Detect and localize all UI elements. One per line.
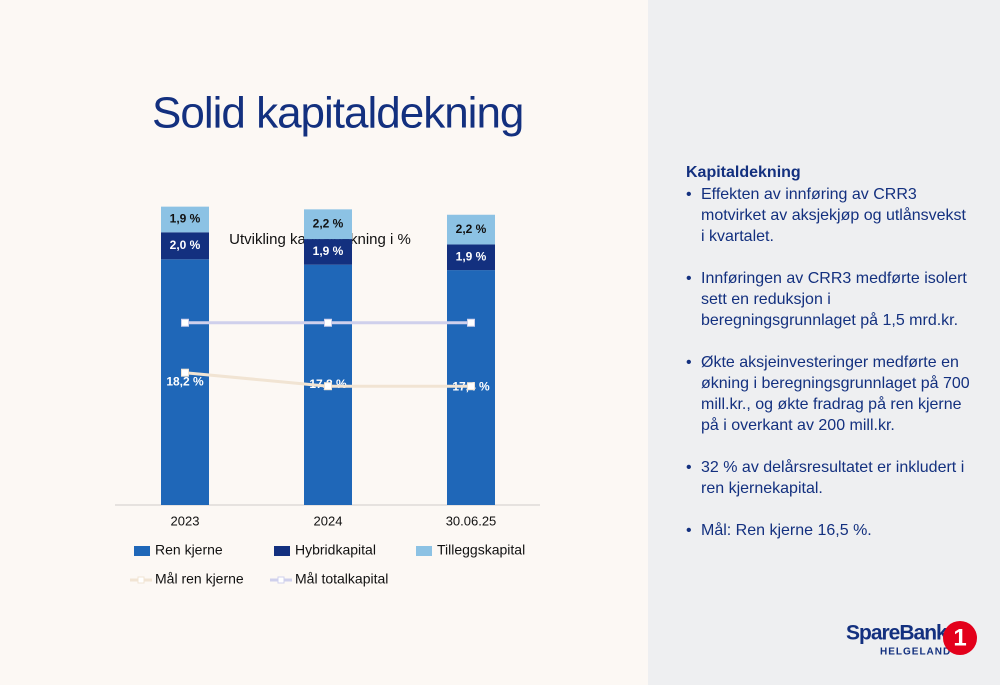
logo-mark: 1 (953, 624, 966, 651)
legend-label: Hybridkapital (295, 542, 376, 558)
bar-segment (447, 244, 495, 271)
panel-heading: Kapitaldekning (686, 164, 801, 181)
logo-name: SpareBank (846, 622, 948, 645)
bar-segment (161, 206, 209, 233)
x-tick-label: 2024 (314, 513, 343, 528)
legend-label: Mål ren kjerne (155, 571, 244, 587)
bullet: Effekten av innføring av CRR3 motvirket … (686, 184, 973, 247)
bar-segment (161, 259, 209, 505)
logo-circle (943, 621, 977, 655)
bullet: Mål: Ren kjerne 16,5 %. (686, 520, 973, 541)
legend-swatch (134, 546, 150, 556)
legend-label: Ren kjerne (155, 542, 223, 558)
chart: Solid kapitaldekning Utvikling kapitalde… (115, 89, 540, 587)
legend-swatch (416, 546, 432, 556)
legend-swatch (274, 546, 290, 556)
logo-region: HELGELAND (880, 647, 951, 658)
bullet: Økte aksjeinvesteringer medførte en økni… (686, 352, 973, 436)
logo: SpareBank HELGELAND 1 (846, 621, 977, 658)
value-label: 2,2 % (456, 222, 487, 236)
value-label: 2,0 % (170, 238, 201, 252)
legend-marker (137, 576, 145, 584)
line-marker (467, 382, 475, 391)
value-label: 1,9 % (313, 244, 344, 258)
bar-segment (304, 209, 352, 240)
bar-segment (447, 214, 495, 245)
legend-label: Tilleggskapital (437, 542, 525, 558)
value-label: 1,9 % (456, 249, 487, 263)
side-panel: Kapitaldekning Effekten av innføring av … (648, 0, 1000, 685)
line-marker (467, 318, 475, 327)
line-marker (324, 382, 332, 391)
line-marker (181, 368, 189, 377)
bullet-list: Effekten av innføring av CRR3 motvirket … (686, 184, 976, 562)
line-marker (181, 318, 189, 327)
x-tick-label: 2023 (171, 513, 200, 528)
bar-segment (161, 232, 209, 260)
value-label: 2,2 % (313, 216, 344, 230)
legend-marker (277, 576, 285, 584)
bar-segment (304, 239, 352, 265)
value-label: 1,9 % (170, 212, 201, 226)
slide-title: Solid kapitaldekning (152, 89, 523, 138)
legend-label: Mål totalkapital (295, 571, 388, 587)
bullet: Innføringen av CRR3 medførte isolert set… (686, 268, 973, 331)
bullet: 32 % av delårsresultatet er inkludert i … (686, 457, 973, 499)
line-marker (324, 318, 332, 327)
value-label: 18,2 % (166, 374, 204, 388)
x-tick-label: 30.06.25 (446, 513, 497, 528)
